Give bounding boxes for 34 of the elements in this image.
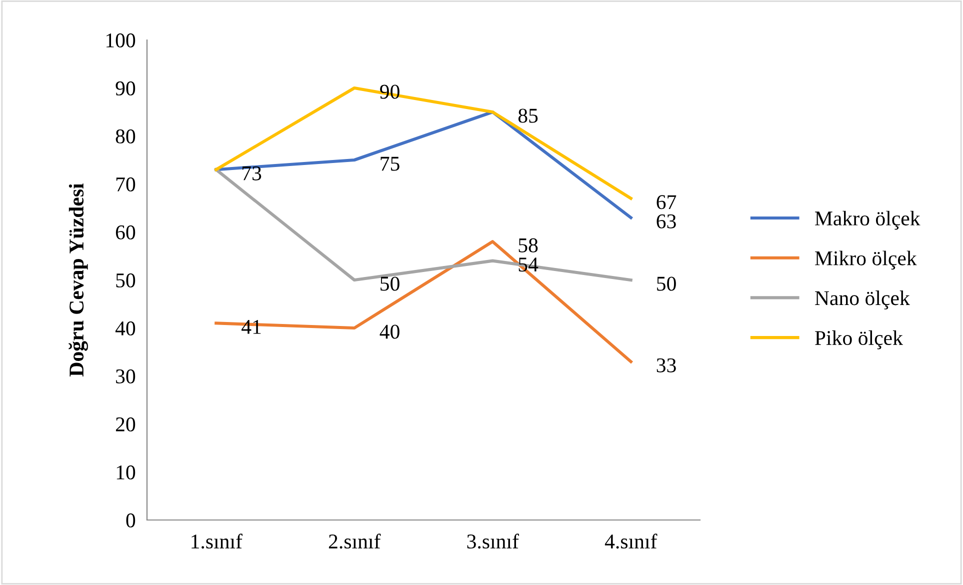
y-tick-label: 10 bbox=[116, 465, 136, 480]
y-tick-label: 30 bbox=[116, 369, 136, 384]
data-label: 50 bbox=[380, 276, 400, 291]
data-label: 40 bbox=[380, 324, 400, 339]
line-series bbox=[214, 86, 632, 200]
y-axis-title: Doğru Cevap Yüzdesi bbox=[68, 183, 88, 376]
data-label: 50 bbox=[657, 276, 676, 291]
legend-label: Mikro ölçek bbox=[815, 250, 917, 270]
y-tick-label: 80 bbox=[116, 129, 136, 144]
y-tick-label: 60 bbox=[116, 225, 136, 240]
data-label: 54 bbox=[518, 258, 538, 272]
x-tick-label: 2.sınıf bbox=[328, 534, 381, 549]
x-tick-label: 3.sınıf bbox=[467, 534, 519, 549]
data-label: 85 bbox=[518, 108, 538, 123]
line-series bbox=[214, 240, 632, 364]
legend-label: Piko ölçek bbox=[815, 330, 903, 350]
y-tick-label: 0 bbox=[126, 513, 136, 528]
y-tick-label: 50 bbox=[116, 273, 136, 288]
data-label: 75 bbox=[380, 156, 400, 171]
data-label: 67 bbox=[656, 195, 676, 210]
y-tick-label: 100 bbox=[106, 33, 136, 48]
x-tick-label: 1.sınıf bbox=[192, 534, 242, 549]
y-tick-label: 90 bbox=[116, 81, 136, 96]
legend-label: Nano ölçek bbox=[815, 290, 910, 310]
y-tick-label: 40 bbox=[115, 321, 136, 336]
x-tick-label: 4.sınıf bbox=[604, 534, 658, 549]
data-label: 33 bbox=[656, 358, 676, 372]
legend-label: Makro ölçek bbox=[815, 210, 920, 230]
y-tick-label: 70 bbox=[116, 177, 136, 192]
data-label: 63 bbox=[656, 214, 676, 228]
data-label: 58 bbox=[518, 238, 538, 252]
line-series bbox=[214, 110, 632, 220]
data-label: 73 bbox=[242, 166, 262, 180]
y-tick-label: 20 bbox=[116, 417, 136, 432]
